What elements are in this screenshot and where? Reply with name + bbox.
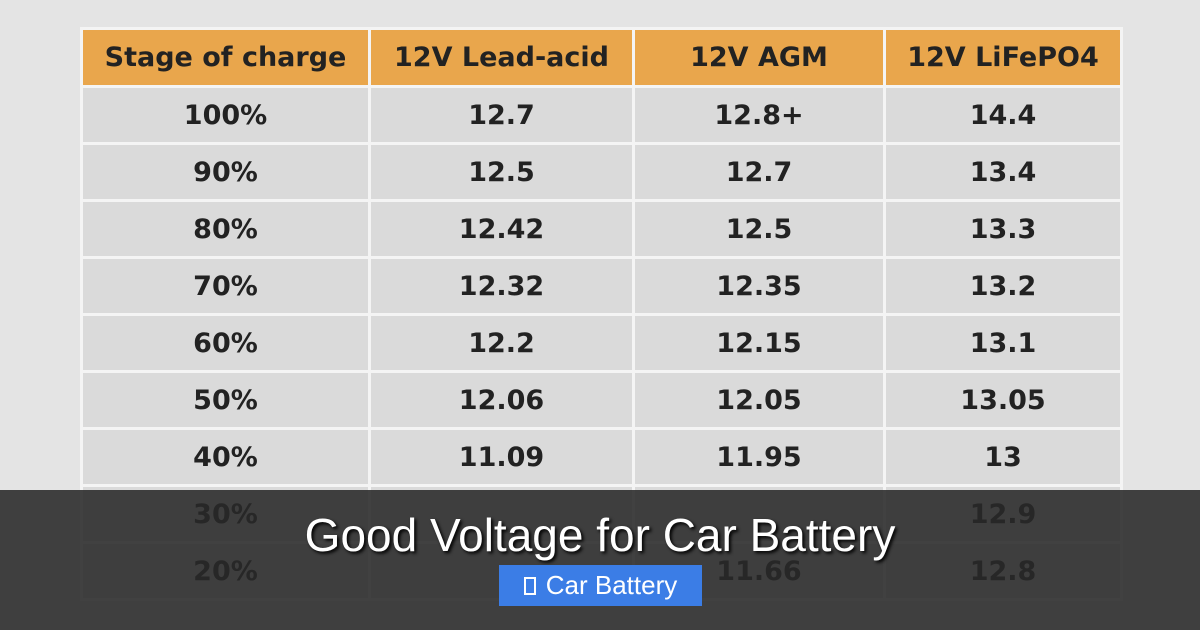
table-row: 50% 12.06 12.05 13.05	[80, 370, 1123, 430]
column-header: Stage of charge	[80, 27, 371, 88]
tag-icon	[523, 576, 536, 595]
table-cell: 12.05	[632, 370, 886, 430]
table-cell: 13.1	[883, 313, 1123, 373]
table-cell: 13	[883, 427, 1123, 487]
voltage-table: Stage of charge 12V Lead-acid 12V AGM 12V L…	[80, 27, 1123, 601]
table-cell: 14.4	[883, 85, 1123, 145]
table-cell: 12.15	[632, 313, 886, 373]
header-row: Stage of charge 12V Lead-acid 12V AGM 12V L…	[80, 27, 1123, 88]
table-cell: 12.42	[368, 199, 635, 259]
column-header: 12V AGM	[632, 27, 886, 88]
table-row: 40% 11.09 11.95 13	[80, 427, 1123, 487]
table-cell: 12.2	[368, 313, 635, 373]
table-row: 80% 12.42 12.5 13.3	[80, 199, 1123, 259]
table-cell: 70%	[80, 256, 371, 316]
table-row: 100% 12.7 12.8+ 14.4	[80, 85, 1123, 145]
table-cell: 12.8+	[632, 85, 886, 145]
table-cell: 80%	[80, 199, 371, 259]
table-cell: 12.7	[368, 85, 635, 145]
table-cell: 13.4	[883, 142, 1123, 202]
table-cell: 50%	[80, 370, 371, 430]
table-cell: 12.5	[632, 199, 886, 259]
table-cell: 100%	[80, 85, 371, 145]
table-cell: 11.09	[368, 427, 635, 487]
table-cell: 12.32	[368, 256, 635, 316]
table-cell: 12.06	[368, 370, 635, 430]
table-cell: 40%	[80, 427, 371, 487]
table-cell: 12.5	[368, 142, 635, 202]
table-cell: 12.35	[632, 256, 886, 316]
overlay-band	[0, 490, 1200, 630]
table-cell: 13.05	[883, 370, 1123, 430]
tag-label: Car Battery	[545, 570, 678, 600]
table-cell: 90%	[80, 142, 371, 202]
table-cell: 13.2	[883, 256, 1123, 316]
table-row: 70% 12.32 12.35 13.2	[80, 256, 1123, 316]
table-body: 100% 12.7 12.8+ 14.4 90% 12.5 12.7 13.4 80% 12.42…	[80, 85, 1123, 601]
table-cell: 11.95	[632, 427, 886, 487]
table-cell: 13.3	[883, 199, 1123, 259]
table-cell: 12.7	[632, 142, 886, 202]
table-cell: 60%	[80, 313, 371, 373]
column-header: 12V LiFePO4	[883, 27, 1123, 88]
overlay-title: Good Voltage for Car Battery	[304, 509, 896, 561]
table-row: 90% 12.5 12.7 13.4	[80, 142, 1123, 202]
column-header: 12V Lead-acid	[368, 27, 635, 88]
table-row: 60% 12.2 12.15 13.1	[80, 313, 1123, 373]
tag-badge[interactable]: Car Battery	[499, 565, 702, 606]
